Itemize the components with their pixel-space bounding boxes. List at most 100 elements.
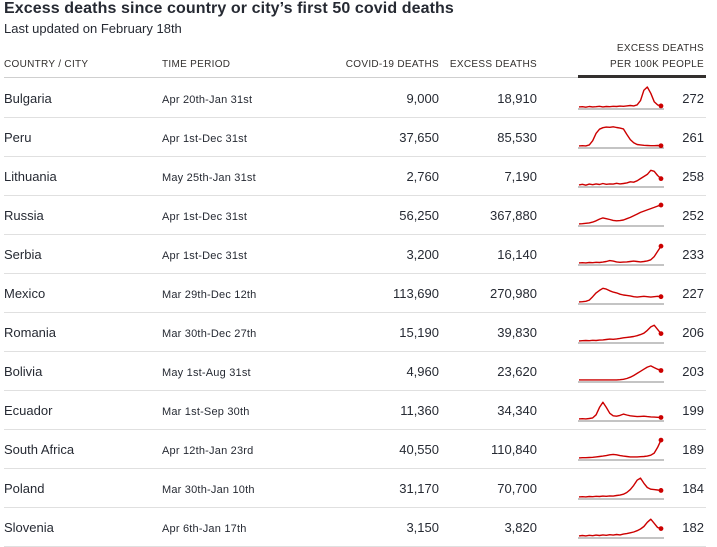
time-period: Apr 20th-Jan 31st <box>162 94 253 106</box>
row-divider <box>4 507 706 508</box>
time-period: Mar 29th-Dec 12th <box>162 289 257 301</box>
row-divider <box>4 273 706 274</box>
sparkline-line <box>578 401 662 420</box>
sparkline-end-dot <box>658 331 664 336</box>
table-row: Serbia Apr 1st-Dec 31st 3,200 16,140 233 <box>0 235 717 274</box>
sparkline-line <box>578 204 662 225</box>
excess-per-100k-value: 272 <box>682 91 704 106</box>
sparkline-line <box>578 477 662 498</box>
time-period: May 1st-Aug 31st <box>162 367 251 379</box>
sparkline <box>578 287 664 305</box>
row-divider <box>4 429 706 430</box>
country-name: Ecuador <box>4 403 53 418</box>
sparkline-line <box>578 518 662 537</box>
sparkline <box>578 126 664 149</box>
sparkline-line <box>578 169 662 186</box>
table-row: Mexico Mar 29th-Dec 12th 113,690 270,980 227 <box>0 274 717 313</box>
table-row: Slovenia Apr 6th-Jan 17th 3,150 3,820 182 <box>0 508 717 547</box>
excess-deaths-value: 39,830 <box>497 325 537 340</box>
sparkline-line <box>578 287 662 303</box>
excess-deaths-value: 70,700 <box>497 481 537 496</box>
sparkline-end-dot <box>658 103 664 109</box>
sparkline-end-dot <box>658 437 664 443</box>
excess-deaths-value: 18,910 <box>497 91 537 106</box>
excess-per-100k-value: 203 <box>682 364 704 379</box>
excess-deaths-value: 23,620 <box>497 364 537 379</box>
excess-deaths-value: 34,340 <box>497 403 537 418</box>
country-name: Mexico <box>4 286 46 301</box>
sparkline-line <box>579 365 662 381</box>
sparkline <box>578 169 664 188</box>
sparkline <box>578 86 664 110</box>
country-name: Bulgaria <box>4 91 52 106</box>
excess-per-100k-value: 189 <box>682 442 704 457</box>
excess-deaths-value: 85,530 <box>497 130 537 145</box>
row-divider <box>4 390 706 391</box>
table-row: Lithuania May 25th-Jan 31st 2,760 7,190 258 <box>0 157 717 196</box>
sparkline <box>578 243 664 266</box>
sparkline-end-dot <box>658 368 664 373</box>
sparkline-line <box>578 324 662 342</box>
covid-deaths-value: 15,190 <box>399 325 439 340</box>
excess-per-100k-value: 233 <box>682 247 704 262</box>
header-country: COUNTRY / CITY <box>4 59 89 70</box>
time-period: Apr 1st-Dec 31st <box>162 211 248 223</box>
header-sparkline-rule <box>578 75 706 78</box>
time-period: Apr 1st-Dec 31st <box>162 133 248 145</box>
covid-deaths-value: 9,000 <box>406 91 439 106</box>
sparkline <box>578 477 664 500</box>
sparkline-end-dot <box>658 488 664 493</box>
table-row: Ecuador Mar 1st-Sep 30th 11,360 34,340 199 <box>0 391 717 430</box>
sparkline <box>578 401 664 422</box>
excess-per-100k-value: 182 <box>682 520 704 535</box>
time-period: Mar 1st-Sep 30th <box>162 406 250 418</box>
sparkline <box>578 202 664 227</box>
country-name: Slovenia <box>4 520 54 535</box>
excess-deaths-value: 3,820 <box>504 520 537 535</box>
table-row: Bolivia May 1st-Aug 31st 4,960 23,620 203 <box>0 352 717 391</box>
excess-per-100k-value: 199 <box>682 403 704 418</box>
row-divider <box>4 195 706 196</box>
sparkline-end-dot <box>658 526 664 531</box>
excess-per-100k-value: 227 <box>682 286 704 301</box>
sparkline-end-dot <box>658 202 664 208</box>
row-divider <box>4 351 706 352</box>
chart-subtitle: Last updated on February 18th <box>4 21 182 36</box>
covid-deaths-value: 40,550 <box>399 442 439 457</box>
sparkline <box>578 324 664 344</box>
time-period: Apr 12th-Jan 23rd <box>162 445 254 457</box>
excess-deaths-value: 110,840 <box>490 442 537 457</box>
country-name: Romania <box>4 325 57 340</box>
excess-per-100k-value: 258 <box>682 169 704 184</box>
excess-deaths-value: 16,140 <box>497 247 537 262</box>
covid-deaths-value: 113,690 <box>392 286 439 301</box>
sparkline-end-dot <box>658 294 664 300</box>
excess-per-100k-value: 252 <box>682 208 704 223</box>
sparkline <box>578 365 664 383</box>
sparkline-end-dot <box>658 176 664 182</box>
table-row: Poland Mar 30th-Jan 10th 31,170 70,700 184 <box>0 469 717 508</box>
row-divider <box>4 468 706 469</box>
header-rule <box>4 77 706 78</box>
header-per100k-line2: PER 100K PEOPLE <box>610 59 704 70</box>
header-time-period: TIME PERIOD <box>162 59 231 70</box>
country-name: South Africa <box>4 442 75 457</box>
country-name: Peru <box>4 130 32 145</box>
row-divider <box>4 117 706 118</box>
covid-deaths-value: 4,960 <box>406 364 439 379</box>
covid-deaths-value: 56,250 <box>399 208 439 223</box>
header-per100k-line1: EXCESS DEATHS <box>616 43 704 54</box>
time-period: Mar 30th-Dec 27th <box>162 328 257 340</box>
table-row: Romania Mar 30th-Dec 27th 15,190 39,830 206 <box>0 313 717 352</box>
table-row: Bulgaria Apr 20th-Jan 31st 9,000 18,910 272 <box>0 79 717 118</box>
table-row: Russia Apr 1st-Dec 31st 56,250 367,880 252 <box>0 196 717 235</box>
sparkline <box>578 437 664 461</box>
excess-deaths-value: 270,980 <box>490 286 537 301</box>
excess-per-100k-value: 206 <box>682 325 704 340</box>
header-covid-deaths: COVID-19 DEATHS <box>345 59 439 70</box>
chart-title: Excess deaths since country or city’s fi… <box>4 0 454 17</box>
covid-deaths-value: 3,150 <box>406 520 439 535</box>
excess-deaths-value: 367,880 <box>490 208 537 223</box>
excess-per-100k-value: 261 <box>682 130 704 145</box>
covid-deaths-value: 31,170 <box>399 481 439 496</box>
